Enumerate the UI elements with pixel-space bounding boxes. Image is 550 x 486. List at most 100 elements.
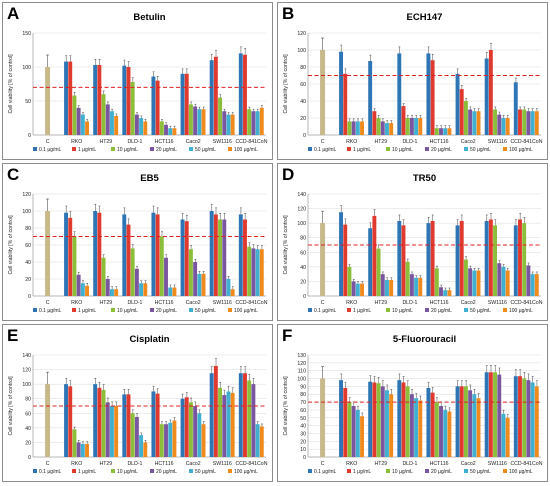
bar-f-0 bbox=[426, 387, 431, 457]
bar-f-1 bbox=[430, 392, 435, 457]
bar-a-1 bbox=[155, 80, 160, 135]
bar-a-4 bbox=[197, 109, 202, 135]
y-tick-label: 100 bbox=[297, 221, 306, 227]
bar-e-5 bbox=[230, 392, 235, 457]
control-bar bbox=[320, 50, 326, 135]
y-tick-label: 40 bbox=[25, 426, 31, 432]
bar-e-4 bbox=[110, 406, 114, 457]
legend-swatch bbox=[386, 469, 390, 473]
bar-c-4 bbox=[197, 273, 202, 296]
bar-b-3 bbox=[468, 109, 473, 135]
bar-a-4 bbox=[168, 128, 173, 135]
bar-b-0 bbox=[397, 53, 402, 135]
bar-b-3 bbox=[497, 114, 502, 135]
chart-svg: EB5 Cell viability [% of control] 0 20 40 60 8… bbox=[8, 173, 268, 314]
bar-e-1 bbox=[243, 373, 247, 457]
bar-e-2 bbox=[188, 402, 193, 457]
legend-swatch bbox=[386, 308, 390, 312]
y-axis-label: Cell viability [% of control] bbox=[8, 54, 14, 114]
x-tick-label: RKO bbox=[71, 300, 82, 306]
legend-swatch bbox=[503, 147, 507, 151]
bar-c-0 bbox=[209, 211, 214, 296]
bar-a-5 bbox=[143, 121, 148, 135]
bar-d-3 bbox=[497, 263, 502, 296]
bar-a-1 bbox=[184, 73, 189, 135]
x-tick-label: HCT116 bbox=[155, 461, 174, 467]
legend-swatch bbox=[464, 469, 468, 473]
y-tick-label: 60 bbox=[25, 243, 31, 249]
x-tick-label: SW1116 bbox=[213, 300, 232, 306]
panel-letter: B bbox=[282, 4, 295, 23]
legend-label: 0.1 µg/mL bbox=[314, 147, 337, 153]
bar-d-5 bbox=[476, 270, 481, 296]
bar-e-0 bbox=[93, 384, 98, 457]
bar-e-4 bbox=[255, 424, 260, 457]
bar-f-4 bbox=[414, 398, 419, 457]
legend-label: 20 µg/mL bbox=[156, 469, 177, 475]
panel-letter: A bbox=[7, 4, 20, 23]
legend-label: 20 µg/mL bbox=[431, 469, 452, 475]
legend-swatch bbox=[189, 147, 193, 151]
x-tick-label: C bbox=[321, 139, 325, 145]
bar-b-3 bbox=[526, 111, 531, 135]
chart-title: 5-Fluorouracil bbox=[393, 334, 456, 345]
bar-f-5 bbox=[476, 398, 481, 457]
bar-a-1 bbox=[68, 61, 73, 136]
x-tick-label: RKO bbox=[71, 139, 82, 145]
legend-label: 100 µg/mL bbox=[509, 308, 533, 314]
panel-e: E Cisplatin Cell viability [% of control] 0… bbox=[2, 324, 273, 482]
legend-label: 0.1 µg/mL bbox=[39, 308, 62, 314]
x-tick-label: HT29 bbox=[99, 461, 112, 467]
legend-label: 0.1 µg/mL bbox=[39, 147, 62, 153]
bar-f-0 bbox=[339, 380, 343, 457]
x-tick-label: HCT116 bbox=[155, 139, 174, 145]
bar-a-5 bbox=[114, 115, 119, 135]
bar-d-4 bbox=[385, 279, 389, 296]
bar-d-5 bbox=[389, 279, 394, 296]
bar-f-3 bbox=[439, 406, 443, 457]
y-tick-label: 100 bbox=[297, 48, 306, 54]
bar-d-1 bbox=[343, 224, 348, 296]
y-tick-label: 60 bbox=[300, 250, 306, 256]
bar-e-1 bbox=[184, 397, 189, 457]
bar-a-0 bbox=[180, 73, 185, 135]
bar-c-2 bbox=[247, 246, 252, 296]
bar-f-3 bbox=[526, 380, 531, 457]
y-tick-label: 0 bbox=[303, 455, 306, 461]
bar-a-4 bbox=[226, 114, 231, 135]
bar-f-2 bbox=[376, 383, 381, 457]
bar-a-5 bbox=[201, 109, 206, 135]
bar-b-0 bbox=[368, 61, 373, 135]
bar-a-5 bbox=[230, 114, 235, 135]
y-tick-label: 80 bbox=[25, 226, 31, 232]
legend-label: 100 µg/mL bbox=[509, 147, 533, 153]
bar-c-0 bbox=[122, 214, 127, 296]
bar-a-1 bbox=[126, 67, 131, 135]
bar-b-2 bbox=[347, 121, 352, 135]
bar-f-5 bbox=[534, 386, 539, 457]
bar-e-0 bbox=[238, 373, 243, 457]
bar-d-3 bbox=[409, 274, 414, 296]
legend-label: 50 µg/mL bbox=[470, 147, 491, 153]
bar-b-5 bbox=[389, 123, 394, 135]
bar-c-1 bbox=[126, 224, 131, 296]
panel-d: D TR50 Cell viability [% of control] 0 20 40 6… bbox=[277, 163, 548, 321]
x-tick-label: C bbox=[46, 300, 50, 306]
chart-svg: TR50 Cell viability [% of control] 0 20 40 60… bbox=[283, 173, 543, 314]
bar-c-4 bbox=[110, 289, 114, 296]
x-tick-label: RKO bbox=[346, 300, 357, 306]
bar-d-5 bbox=[534, 274, 539, 296]
bar-d-0 bbox=[397, 220, 402, 296]
control-bar bbox=[320, 378, 326, 457]
bar-e-0 bbox=[122, 394, 127, 457]
bar-f-0 bbox=[513, 376, 518, 457]
y-tick-label: 140 bbox=[297, 192, 306, 198]
bar-e-4 bbox=[168, 422, 173, 457]
bar-c-5 bbox=[201, 273, 206, 296]
x-tick-label: C bbox=[321, 461, 325, 467]
bar-d-4 bbox=[355, 283, 360, 296]
x-tick-label: DLD-1 bbox=[127, 139, 142, 145]
bar-c-5 bbox=[114, 289, 119, 296]
x-tick-label: Caco2 bbox=[186, 139, 201, 145]
x-tick-label: DLD-1 bbox=[127, 300, 142, 306]
